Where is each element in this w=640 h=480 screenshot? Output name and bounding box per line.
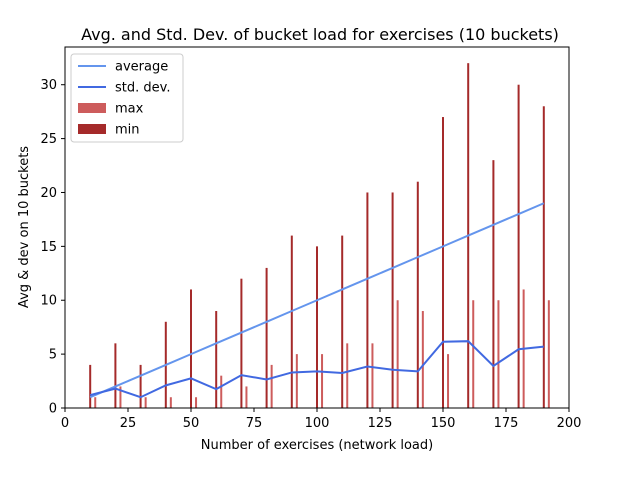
y-tick-label: 5	[49, 348, 57, 363]
bar-min	[190, 289, 192, 408]
bar-max	[346, 343, 349, 408]
y-axis-label: Avg & dev on 10 buckets	[17, 146, 32, 308]
bar-max	[94, 397, 97, 408]
legend-swatch	[78, 103, 106, 113]
bar-max	[119, 386, 122, 408]
bar-min	[542, 106, 545, 409]
bar-min	[517, 84, 520, 408]
bar-min	[341, 235, 344, 408]
y-tick-label: 20	[40, 186, 57, 201]
bar-max	[270, 364, 273, 408]
x-tick-label: 125	[368, 416, 393, 431]
bar-max	[371, 343, 374, 408]
legend-label: average	[115, 60, 168, 75]
bar-max	[295, 354, 298, 408]
line-std-dev	[89, 340, 544, 399]
line-average	[89, 202, 545, 399]
bar-min	[316, 246, 318, 408]
y-tick-label: 30	[40, 78, 57, 93]
x-tick-label: 25	[120, 416, 137, 431]
legend-label: std. dev.	[115, 81, 170, 96]
bar-max	[220, 375, 223, 408]
bar-min	[139, 364, 142, 408]
legend-box	[70, 53, 184, 143]
bar-max	[321, 354, 324, 408]
legend-label: max	[115, 102, 144, 117]
x-tick-label: 50	[183, 416, 200, 431]
x-tick-label: 200	[557, 416, 582, 431]
x-tick-label: 0	[61, 416, 69, 431]
y-tick-label: 15	[40, 240, 57, 255]
x-axis-label: Number of exercises (network load)	[201, 438, 433, 453]
bar-max	[245, 386, 248, 408]
chart-title: Avg. and Std. Dev. of bucket load for ex…	[81, 25, 559, 44]
bar-max	[547, 300, 550, 408]
x-tick-label: 100	[305, 416, 330, 431]
bar-min	[366, 192, 369, 408]
plot-area	[89, 63, 550, 409]
legend-swatch	[78, 124, 106, 134]
bar-min	[240, 278, 243, 408]
bar-max	[421, 311, 424, 408]
y-tick-label: 10	[40, 294, 57, 309]
ticks: 0 25 50 75 100 125 150 175 200 0 5 10 15 20 25 30	[40, 78, 581, 431]
bar-min	[442, 117, 444, 409]
bar-max	[472, 300, 475, 408]
legend-label: min	[115, 123, 140, 138]
bar-min	[215, 311, 218, 408]
bar-min	[265, 267, 268, 408]
bar-min	[391, 192, 394, 408]
x-tick-label: 150	[431, 416, 456, 431]
bar-max	[144, 397, 147, 408]
bar-min	[290, 235, 293, 408]
y-tick-label: 0	[49, 402, 57, 417]
y-tick-label: 25	[40, 132, 57, 147]
x-tick-label: 175	[494, 416, 519, 431]
bar-max	[195, 397, 198, 408]
bar-min	[89, 364, 92, 408]
bar-max	[396, 300, 399, 408]
bar-min	[114, 343, 117, 408]
bar-max	[497, 300, 500, 408]
x-tick-label: 75	[246, 416, 263, 431]
bar-max	[447, 354, 450, 408]
bar-min	[492, 160, 495, 408]
bar-min	[416, 181, 419, 408]
bar-max	[169, 397, 172, 408]
legend: average std. dev. max min	[70, 53, 184, 143]
